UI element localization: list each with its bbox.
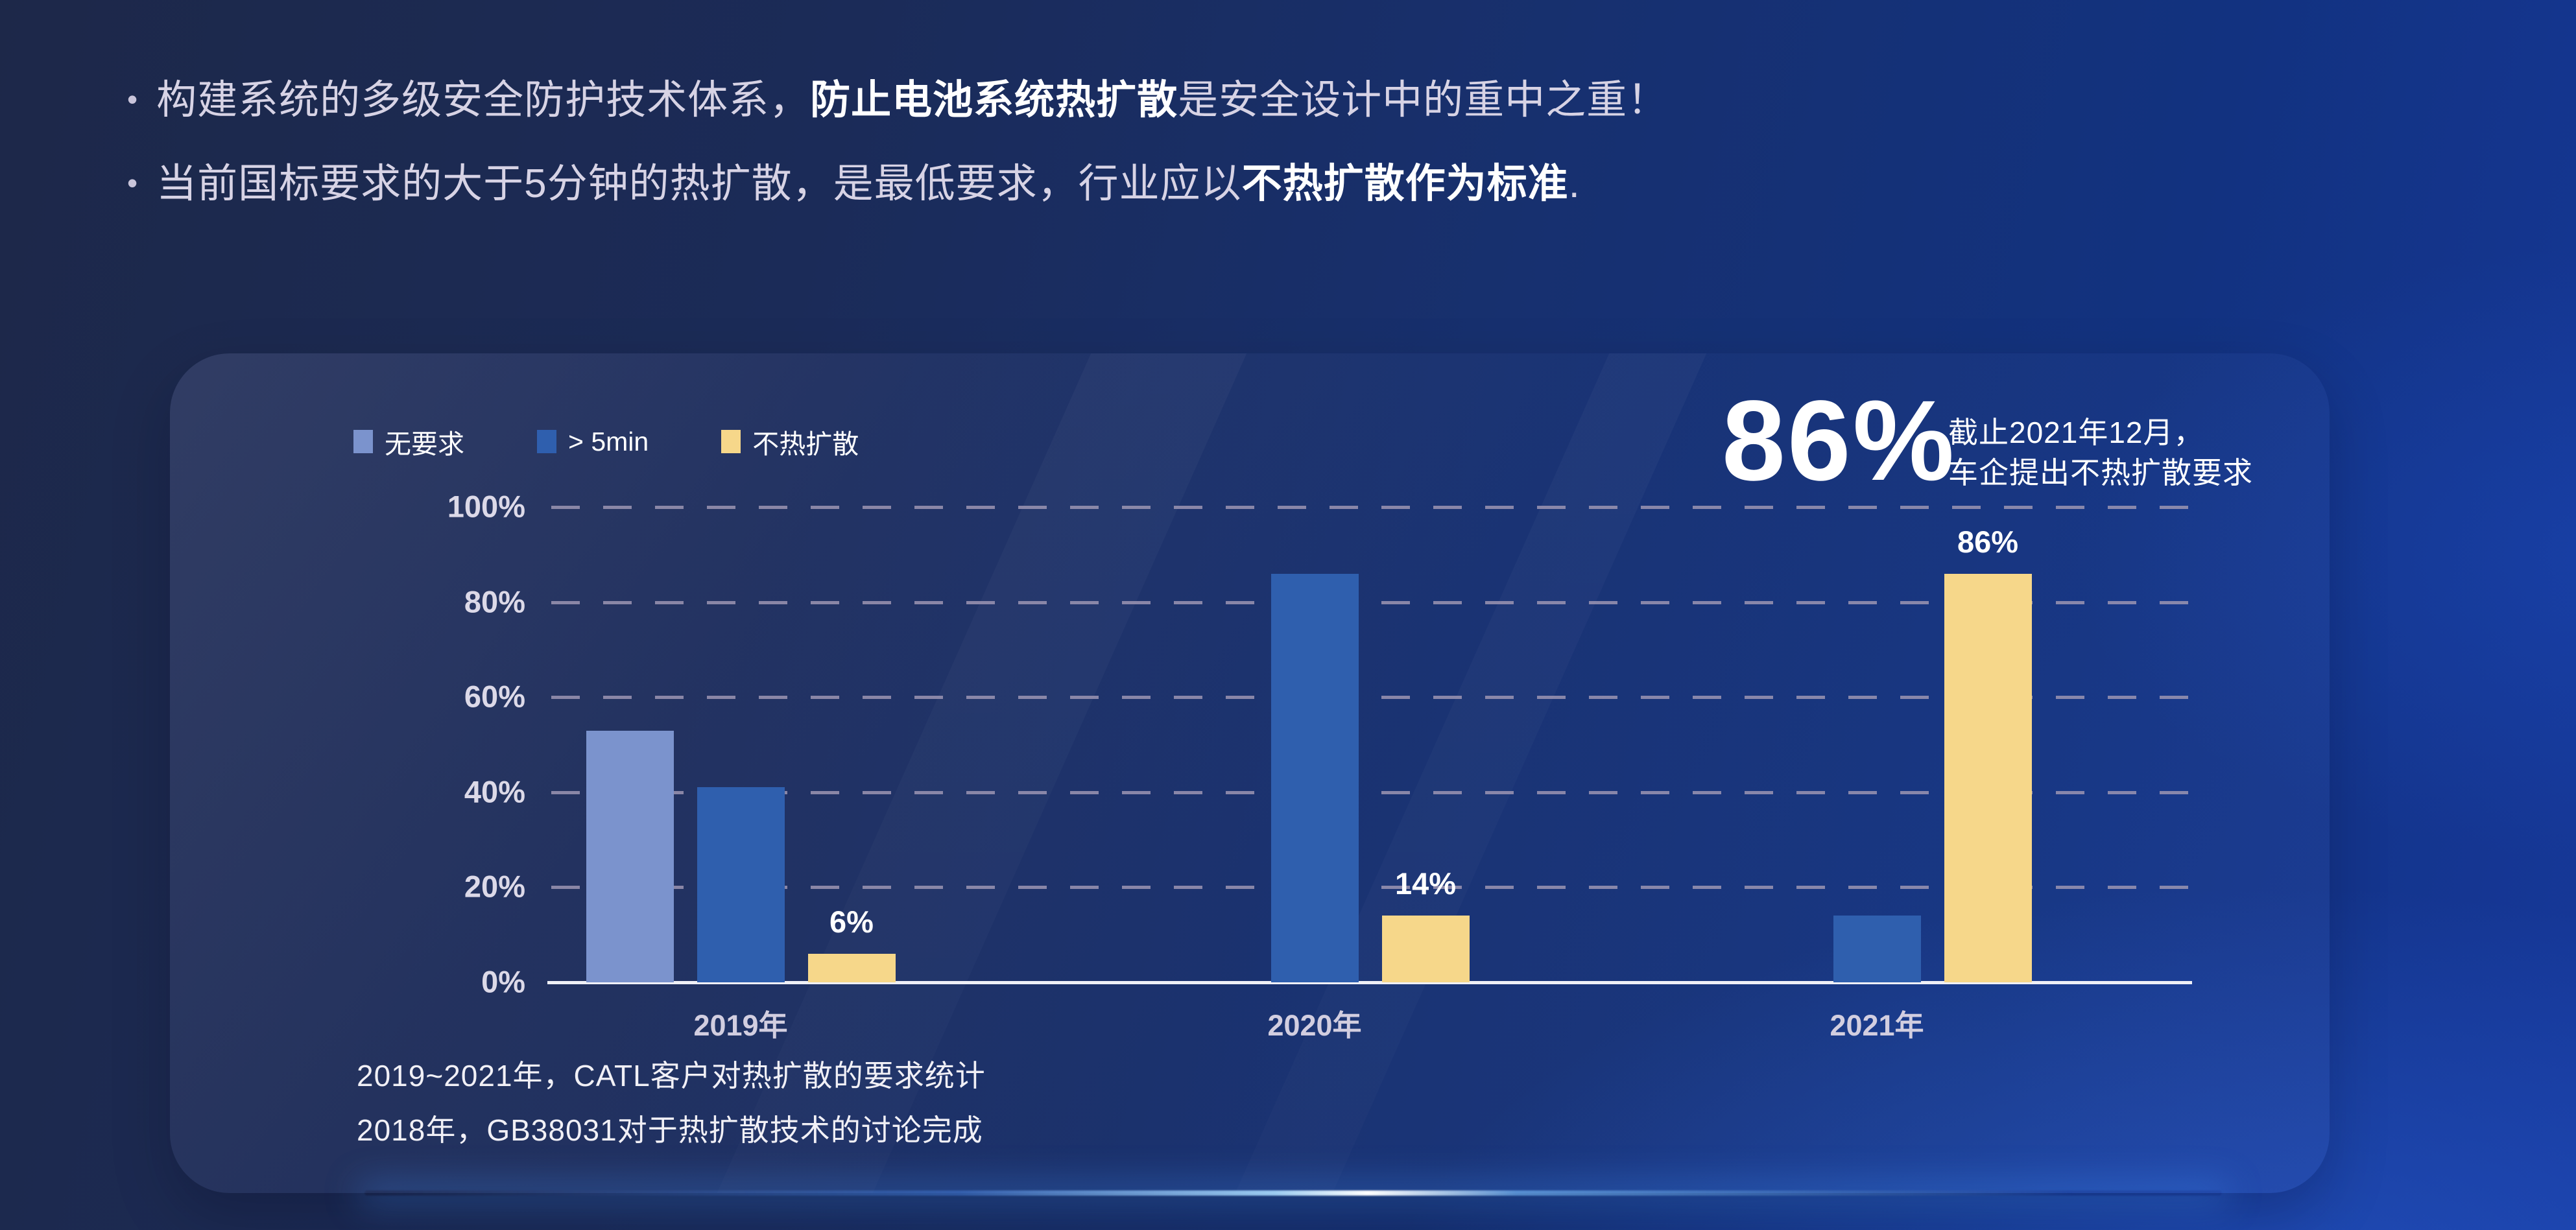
legend-label: 无要求 [385, 429, 464, 459]
bar-2021年-> 5min [1833, 916, 1921, 982]
chart-legend: 无要求 > 5min 不热扩散 [353, 422, 859, 461]
bullet-2-text: 当前国标要求的大于5分钟的热扩散，是最低要求，行业应以 [156, 161, 1242, 207]
highlight-caption: 截止2021年12月， 车企提出不热扩散要求 [1948, 413, 2253, 493]
bullet-item-1: • 构建系统的多级安全防护技术体系，防止电池系统热扩散是安全设计中的重中之重！ [127, 77, 1668, 124]
bar-2020年-不热扩散: 14% [1381, 866, 1470, 982]
bar-2019年-无要求 [586, 730, 674, 982]
highlight-caption-line-1: 截止2021年12月， [1948, 416, 2204, 449]
bullet-list: • 构建系统的多级安全防护技术体系，防止电池系统热扩散是安全设计中的重中之重！ •… [127, 77, 1668, 207]
bullet-2-emphasis: 不热扩散作为标准 [1241, 161, 1569, 207]
chart-caption-2: 2018年，GB38031对于热扩散技术的讨论完成 [357, 1113, 983, 1147]
gridline [551, 600, 2192, 604]
legend-swatch [721, 430, 741, 453]
bullet-1-emphasis: 防止电池系统热扩散 [810, 78, 1178, 123]
bar-2019年-不热扩散: 6% [807, 905, 896, 982]
bar-2021年-不热扩散: 86% [1944, 525, 2032, 982]
gridline [551, 506, 2192, 509]
x-tick-label: 2021年 [1830, 1009, 1924, 1042]
legend-swatch [353, 430, 373, 453]
y-tick-label: 20% [464, 869, 525, 904]
bullet-marker: • [127, 166, 139, 200]
highlight-percentage: 86% [1722, 377, 1957, 504]
y-tick-label: 80% [464, 584, 525, 619]
y-tick-label: 100% [447, 489, 525, 524]
highlight-caption-line-2: 车企提出不热扩散要求 [1948, 455, 2253, 490]
bullet-item-2: • 当前国标要求的大于5分钟的热扩散，是最低要求，行业应以不热扩散作为标准. [127, 160, 1668, 207]
bar-2020年-> 5min [1270, 573, 1359, 982]
bullet-2-tail: . [1568, 161, 1580, 207]
bar-value-label: 14% [1394, 866, 1457, 901]
gridline [551, 886, 2192, 890]
legend-swatch [537, 430, 556, 453]
gridline [551, 790, 2192, 794]
bullet-1-text: 构建系统的多级安全防护技术体系， [156, 78, 811, 123]
panel-bottom-glow [364, 1190, 2222, 1196]
x-tick-label: 2020年 [1267, 1009, 1362, 1042]
bullet-1-tail: 是安全设计中的重中之重！ [1178, 78, 1669, 123]
y-tick-label: 0% [481, 964, 525, 999]
x-tick-label: 2019年 [693, 1009, 788, 1042]
bar-2019年-> 5min [697, 787, 785, 982]
chart-caption-1: 2019~2021年，CATL客户对热扩散的要求统计 [357, 1059, 986, 1093]
bar-value-label: 6% [829, 905, 874, 940]
x-axis-line [547, 981, 2192, 984]
legend-item: 无要求 [353, 422, 464, 461]
bullet-marker: • [127, 82, 139, 116]
chart-panel: 无要求 > 5min 不热扩散 86% 截止2021年12月， 车企提出不热扩散要求… [170, 353, 2330, 1196]
bar-value-label: 86% [1957, 524, 2019, 559]
legend-item: 不热扩散 [721, 422, 859, 461]
legend-label: 不热扩散 [752, 429, 859, 459]
y-tick-label: 40% [464, 774, 525, 809]
legend-label: > 5min [568, 426, 649, 456]
gridline [551, 696, 2192, 700]
y-tick-label: 60% [464, 679, 525, 714]
plot-area: 100% 80% 60% 40% 20% 0% 6% 2019年 14% 2020年 86% 2021… [447, 489, 2192, 1042]
legend-item: > 5min [537, 427, 649, 457]
